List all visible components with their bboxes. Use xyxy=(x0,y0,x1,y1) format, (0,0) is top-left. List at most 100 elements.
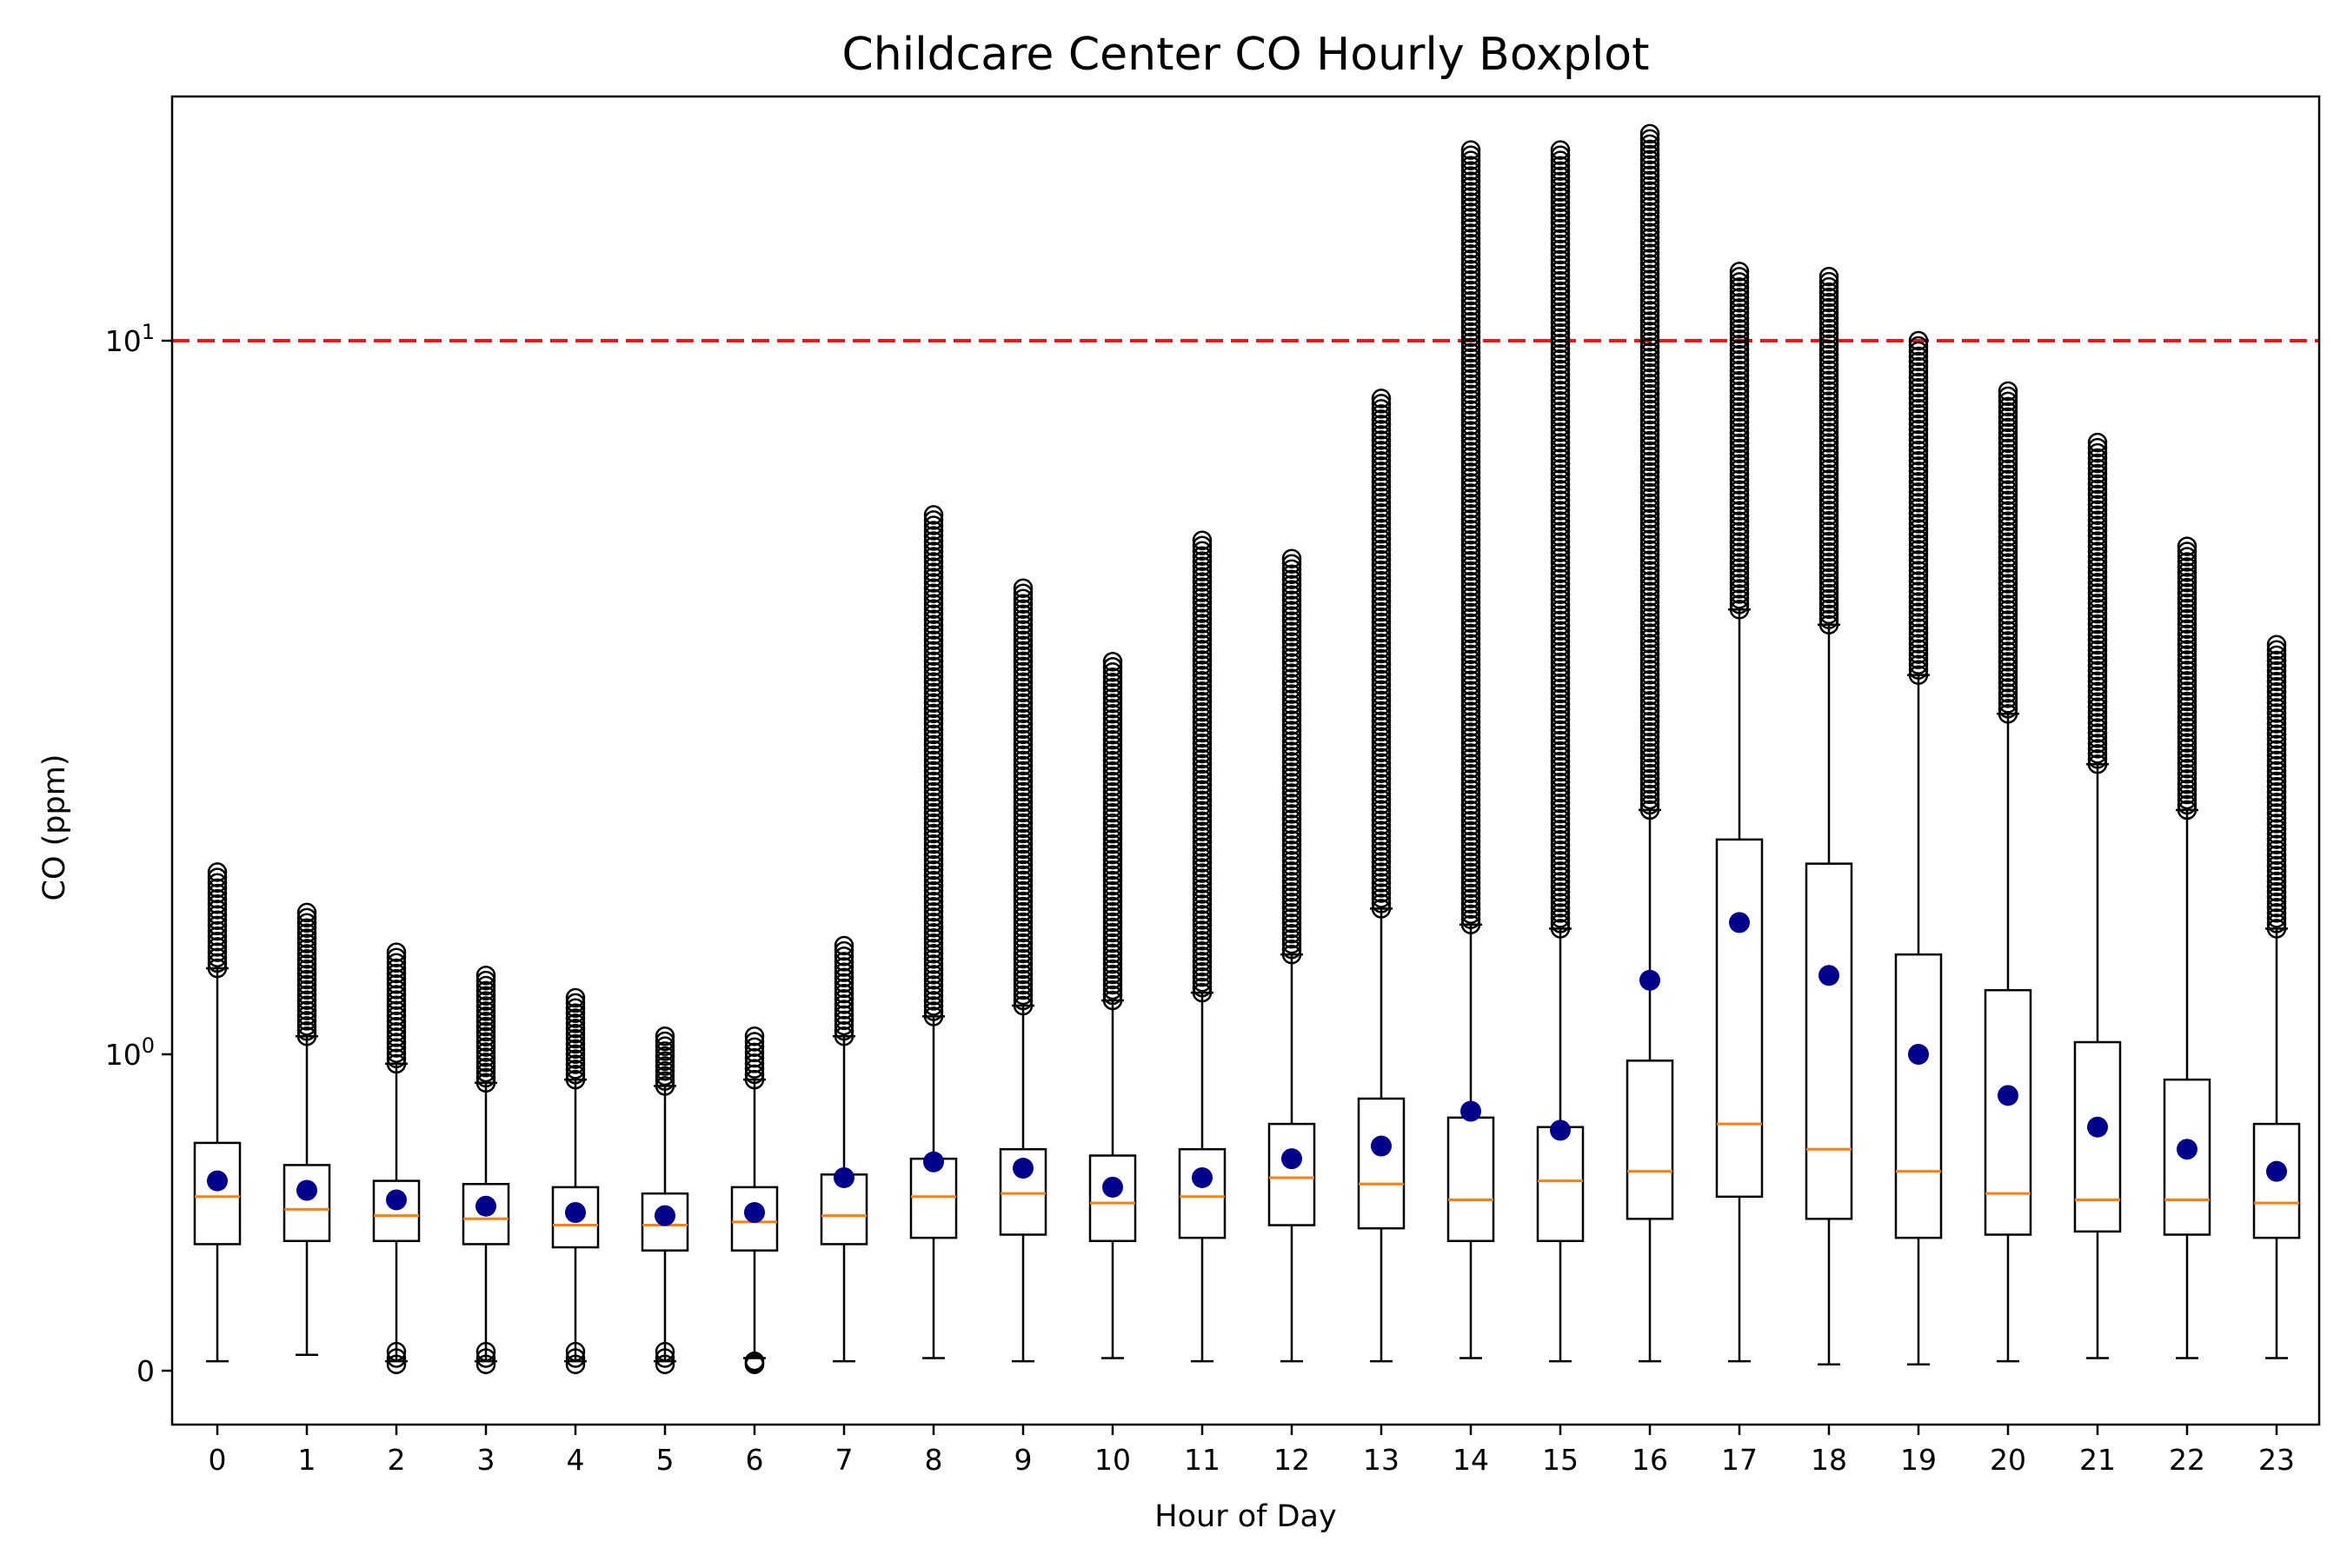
outlier-point xyxy=(1908,529,1929,549)
outlier-point xyxy=(1460,223,1481,243)
outlier-point xyxy=(923,740,944,761)
outlier-point xyxy=(1192,868,1213,888)
outlier-point xyxy=(386,1022,407,1042)
outlier-point xyxy=(1013,729,1034,750)
outlier-point xyxy=(1013,828,1034,849)
outlier-point xyxy=(923,761,944,781)
outlier-point xyxy=(1371,539,1392,560)
outlier-point xyxy=(1550,636,1571,657)
outlier-point xyxy=(2266,703,2287,723)
outlier-point xyxy=(1192,675,1213,696)
outlier-point xyxy=(1998,568,2018,588)
outlier-point xyxy=(1371,706,1392,727)
outlier-point xyxy=(1639,233,1660,253)
outlier-point xyxy=(1371,805,1392,825)
outlier-point xyxy=(1460,410,1481,430)
outlier-point xyxy=(1013,761,1034,781)
outlier-point xyxy=(1639,701,1660,721)
outlier-point xyxy=(1550,683,1571,704)
outlier-point xyxy=(1460,681,1481,701)
outlier-point xyxy=(1371,435,1392,455)
outlier-point xyxy=(1013,860,1034,880)
outlier-point xyxy=(1102,776,1123,797)
outlier-point xyxy=(1102,990,1123,1011)
outlier-point xyxy=(1639,477,1660,498)
outlier-point xyxy=(1460,754,1481,774)
outlier-point xyxy=(1818,365,1839,386)
x-tick-label: 23 xyxy=(2258,1443,2295,1477)
hour-5-box-group xyxy=(641,1026,689,1435)
outlier-point xyxy=(1371,648,1392,669)
outlier-point xyxy=(1729,262,1750,282)
outlier-point xyxy=(2177,763,2197,784)
outlier-point xyxy=(1729,334,1750,355)
outlier-point xyxy=(1818,510,1839,531)
outlier-point xyxy=(1192,801,1213,821)
outlier-point xyxy=(1460,649,1481,669)
outlier-point xyxy=(1460,322,1481,342)
outlier-point xyxy=(1729,318,1750,339)
outlier-point xyxy=(1550,480,1571,500)
outlier-point xyxy=(744,1037,765,1057)
outlier-point xyxy=(1818,417,1839,437)
outlier-point xyxy=(2266,676,2287,697)
mean-marker xyxy=(2266,1160,2287,1182)
outlier-point xyxy=(1908,445,1929,466)
x-tick-label: 9 xyxy=(1014,1443,1033,1477)
outlier-point xyxy=(1639,545,1660,565)
outlier-point xyxy=(1998,485,2018,505)
mean-marker xyxy=(1550,1120,1571,1141)
outlier-point xyxy=(2087,687,2108,707)
outlier-point xyxy=(1998,490,2018,510)
outlier-point xyxy=(1192,821,1213,841)
outlier-point xyxy=(1013,995,1034,1016)
outlier-point xyxy=(386,1354,407,1374)
outlier-point xyxy=(1550,751,1571,772)
outlier-point xyxy=(1550,464,1571,484)
outlier-point xyxy=(1729,589,1750,609)
outlier-point xyxy=(1550,840,1571,860)
outlier-point xyxy=(1639,571,1660,591)
outlier-point xyxy=(1192,577,1213,597)
outlier-point xyxy=(2266,745,2287,766)
outlier-point xyxy=(1460,524,1481,545)
outlier-point xyxy=(744,1042,765,1063)
y-tick-label: 101 xyxy=(105,320,155,358)
outlier-point xyxy=(1371,565,1392,586)
outlier-point xyxy=(1729,407,1750,428)
outlier-point xyxy=(1639,747,1660,768)
outlier-point xyxy=(1998,647,2018,667)
outlier-point xyxy=(1729,532,1750,552)
outlier-point xyxy=(296,944,317,964)
outlier-point xyxy=(2177,645,2197,665)
outlier-point xyxy=(1281,814,1302,834)
outlier-point xyxy=(655,1341,675,1362)
outlier-point xyxy=(1192,790,1213,811)
outlier-point xyxy=(1460,203,1481,223)
outlier-point xyxy=(1639,670,1660,690)
outlier-point xyxy=(1371,497,1392,518)
outlier-point xyxy=(834,973,854,993)
outlier-point xyxy=(1192,795,1213,816)
outlier-point xyxy=(1639,425,1660,446)
outlier-point xyxy=(1908,660,1929,680)
outlier-point xyxy=(1550,506,1571,526)
outlier-point xyxy=(2266,681,2287,702)
outlier-point xyxy=(207,953,228,973)
outlier-point xyxy=(1102,886,1123,907)
outlier-point xyxy=(1102,823,1123,844)
outlier-point xyxy=(475,1001,496,1021)
hour-11-box-group xyxy=(1178,530,1227,1435)
outlier-point xyxy=(1281,611,1302,631)
x-tick-label: 4 xyxy=(567,1443,585,1477)
outlier-point xyxy=(1908,388,1929,409)
hour-3-box-group xyxy=(462,965,510,1435)
outlier-point xyxy=(923,641,944,661)
hour-22-box-group xyxy=(2163,536,2211,1435)
outlier-point xyxy=(923,954,944,974)
outlier-point xyxy=(1998,527,2018,547)
outlier-point xyxy=(1550,605,1571,625)
outlier-point xyxy=(1371,774,1392,794)
outlier-point xyxy=(1013,594,1034,614)
outlier-point xyxy=(2266,798,2287,818)
